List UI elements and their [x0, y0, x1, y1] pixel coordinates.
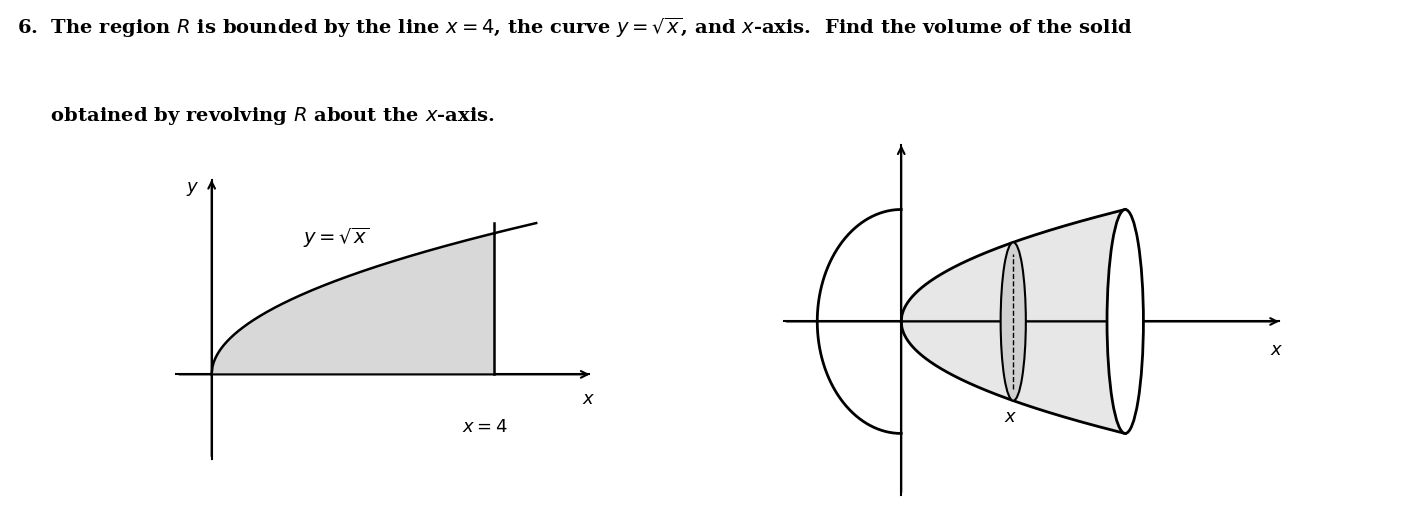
Text: $x = 4$: $x = 4$ [461, 418, 508, 436]
Text: $x$: $x$ [583, 390, 595, 408]
Text: obtained by revolving $R$ about the $x$-axis.: obtained by revolving $R$ about the $x$-… [17, 105, 495, 128]
Text: 6.  The region $R$ is bounded by the line $x = 4$, the curve $y = \sqrt{x}$, and: 6. The region $R$ is bounded by the line… [17, 16, 1133, 40]
Ellipse shape [1108, 209, 1143, 433]
Text: $x$: $x$ [1270, 341, 1283, 359]
Text: $x$: $x$ [1003, 408, 1017, 426]
Text: $y$: $y$ [186, 180, 199, 198]
Ellipse shape [1000, 242, 1026, 401]
Text: $y = \sqrt{x}$: $y = \sqrt{x}$ [303, 226, 370, 250]
